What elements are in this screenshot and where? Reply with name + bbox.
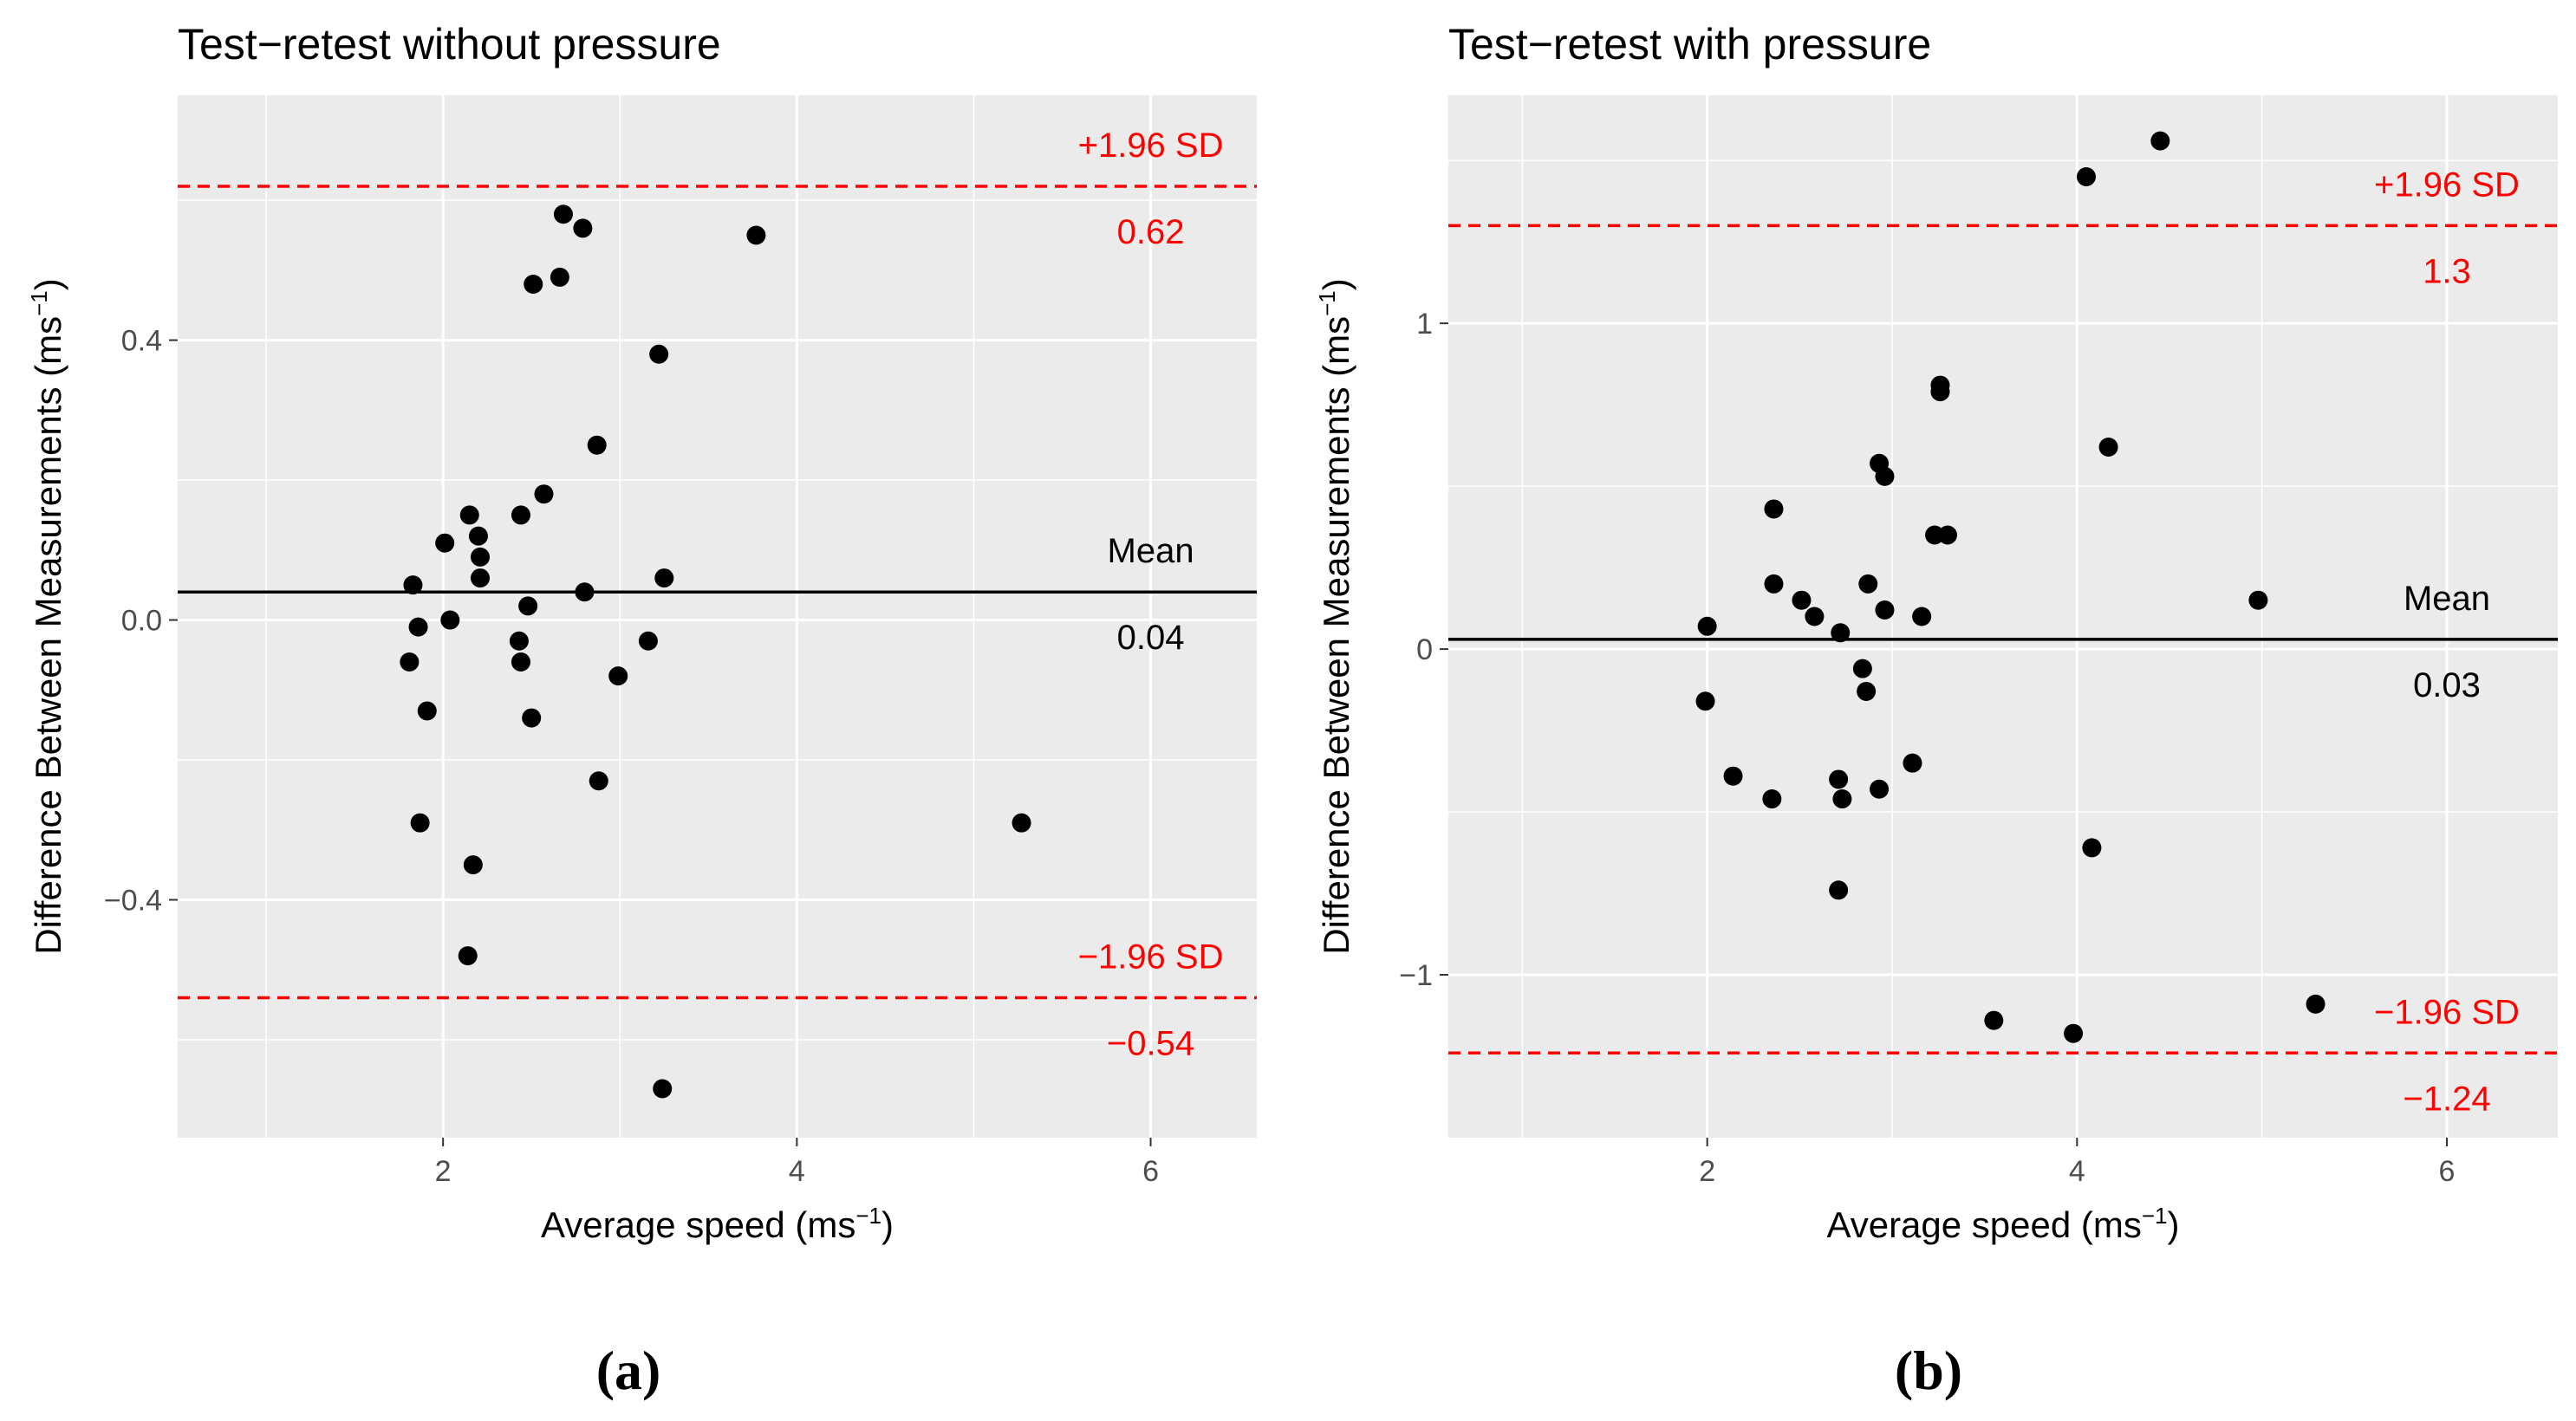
data-point — [1912, 607, 1932, 626]
data-point — [1764, 574, 1784, 594]
data-point — [2098, 438, 2118, 457]
data-point — [468, 526, 488, 546]
mean-value: 0.04 — [1117, 619, 1185, 657]
data-point — [1857, 681, 1877, 701]
data-point — [440, 610, 460, 630]
y-tick-label: 0 — [1416, 633, 1433, 666]
data-point — [403, 575, 423, 595]
data-point — [575, 582, 595, 602]
y-tick-label: 1 — [1416, 308, 1433, 341]
chart-a: 2 4 6 −0.4 0.0 0.4 +1.96 SD 0.62 Mean 0.04 −1.96 S… — [26, 20, 1257, 1245]
data-point — [511, 505, 530, 525]
data-point — [2306, 994, 2326, 1014]
x-axis-title: Average speed (ms−1) — [541, 1203, 894, 1245]
y-axis-title: Difference Between Measurements (ms−1) — [26, 278, 68, 955]
data-point — [509, 631, 529, 651]
lower-limit-label: −1.96 SD — [1078, 938, 1224, 977]
mean-label: Mean — [2404, 580, 2490, 618]
x-tick-label: 4 — [2069, 1155, 2085, 1188]
data-point — [410, 813, 430, 833]
x-tick-label: 6 — [2439, 1155, 2456, 1188]
data-point — [522, 708, 542, 728]
data-point — [550, 267, 569, 287]
data-point — [746, 225, 766, 245]
upper-limit-value: 0.62 — [1117, 213, 1185, 251]
data-point — [435, 533, 455, 553]
data-point — [2077, 166, 2096, 186]
data-point — [1984, 1010, 2004, 1030]
data-point — [1697, 616, 1717, 636]
data-point — [2064, 1023, 2084, 1043]
x-tick-label: 2 — [435, 1155, 452, 1188]
data-point — [1831, 623, 1851, 643]
plot-panel — [1448, 95, 2558, 1138]
data-point — [459, 505, 479, 525]
data-point — [1875, 600, 1895, 620]
x-tick-label: 2 — [1699, 1155, 1715, 1188]
lower-limit-label: −1.96 SD — [2374, 993, 2520, 1031]
data-point — [2082, 838, 2102, 858]
data-point — [1829, 769, 1849, 789]
data-point — [653, 1079, 673, 1099]
lower-limit-value: −0.54 — [1107, 1025, 1194, 1063]
data-point — [1852, 659, 1872, 678]
data-point — [654, 568, 674, 588]
data-point — [589, 771, 608, 791]
y-tick-label: −1 — [1399, 959, 1433, 992]
upper-limit-label: +1.96 SD — [2374, 165, 2520, 204]
data-point — [553, 204, 573, 224]
data-point — [1832, 789, 1852, 809]
data-point — [587, 435, 607, 455]
y-tick-label: 0.4 — [121, 325, 162, 358]
caption-a: (a) — [595, 1340, 661, 1401]
data-point — [471, 547, 491, 567]
data-point — [471, 568, 491, 588]
caption-b: (b) — [1894, 1340, 1963, 1401]
data-point — [1903, 753, 1922, 773]
chart-b: 2 4 6 −1 0 1 +1.96 SD 1.3 Mean 0.03 −1.96 SD −1.24 T… — [1314, 20, 2558, 1245]
chart-title: Test−retest without pressure — [178, 20, 721, 68]
data-point — [1723, 766, 1743, 786]
data-point — [1805, 607, 1825, 626]
x-tick-label: 4 — [789, 1155, 805, 1188]
plot-panel — [178, 95, 1257, 1138]
upper-limit-label: +1.96 SD — [1078, 127, 1224, 165]
data-point — [1875, 466, 1895, 486]
lower-limit-value: −1.24 — [2403, 1080, 2490, 1118]
upper-limit-value: 1.3 — [2423, 252, 2471, 290]
data-point — [1762, 789, 1782, 809]
x-tick-label: 6 — [1142, 1155, 1159, 1188]
data-point — [1829, 880, 1849, 900]
data-point — [408, 617, 428, 637]
data-point — [1930, 382, 1950, 402]
mean-value: 0.03 — [2413, 666, 2481, 704]
y-tick-label: 0.0 — [121, 605, 162, 638]
x-axis-title: Average speed (ms−1) — [1826, 1203, 2179, 1245]
mean-label: Mean — [1108, 532, 1194, 570]
data-point — [1870, 779, 1890, 799]
data-point — [608, 666, 628, 686]
data-point — [458, 946, 478, 966]
data-point — [463, 855, 483, 875]
data-point — [534, 484, 554, 504]
chart-title: Test−retest with pressure — [1448, 20, 1931, 68]
data-point — [1764, 499, 1784, 519]
data-point — [1012, 813, 1031, 833]
y-tick-label: −0.4 — [104, 884, 162, 917]
data-point — [1695, 691, 1715, 711]
data-point — [511, 652, 530, 672]
data-point — [649, 344, 669, 364]
data-point — [1792, 590, 1812, 610]
data-point — [573, 218, 593, 238]
data-point — [524, 274, 543, 294]
data-point — [518, 596, 538, 616]
data-point — [2150, 131, 2170, 151]
data-point — [1858, 574, 1878, 594]
data-point — [638, 631, 658, 651]
y-axis-title: Difference Between Measurements (ms−1) — [1314, 278, 1356, 955]
data-point — [2248, 590, 2268, 610]
data-point — [417, 701, 437, 721]
data-point — [400, 652, 420, 672]
data-point — [1938, 525, 1957, 545]
